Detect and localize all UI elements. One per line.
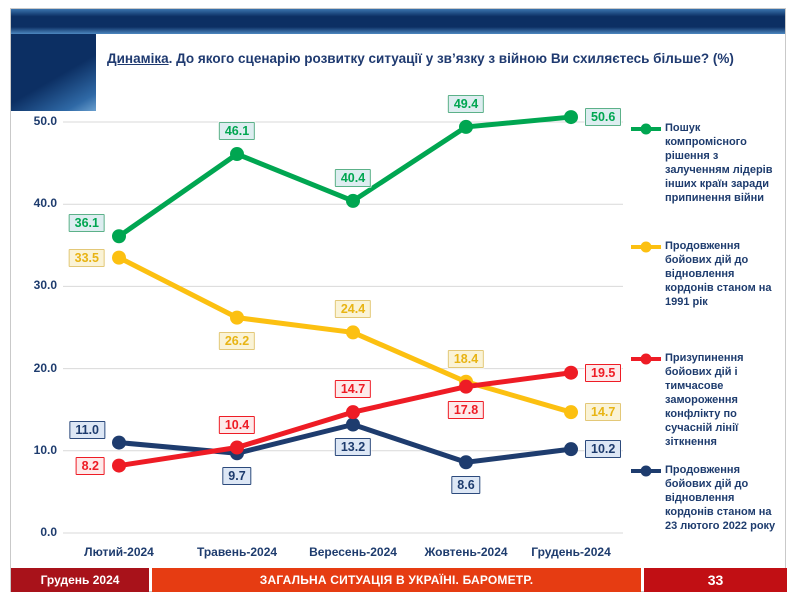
data-point bbox=[112, 435, 126, 450]
value-label: 17.8 bbox=[447, 400, 485, 419]
y-axis-tick-label: 40.0 bbox=[33, 196, 57, 211]
legend-line-marker-icon bbox=[631, 121, 665, 141]
y-axis-tick-label: 10.0 bbox=[33, 442, 57, 457]
value-label: 18.4 bbox=[447, 349, 485, 368]
data-point bbox=[564, 365, 578, 380]
data-point bbox=[564, 442, 578, 457]
data-point bbox=[564, 405, 578, 420]
value-label: 10.2 bbox=[585, 440, 622, 459]
data-point bbox=[346, 325, 360, 340]
value-label: 19.5 bbox=[585, 363, 622, 382]
page-title: Динаміка. До якого сценарію розвитку сит… bbox=[107, 51, 767, 68]
y-axis-tick-label: 0.0 bbox=[40, 525, 57, 539]
data-point bbox=[346, 405, 360, 420]
top-band-decoration bbox=[11, 9, 785, 34]
value-label: 40.4 bbox=[334, 168, 372, 187]
value-label: 11.0 bbox=[69, 420, 105, 439]
value-label: 26.2 bbox=[218, 331, 256, 350]
data-point bbox=[564, 110, 578, 125]
y-axis-tick-label: 20.0 bbox=[33, 360, 57, 375]
legend-label: Пошук компромісного рішення з залученням… bbox=[665, 122, 773, 205]
legend-label: Призупинення бойових дій і тимчасове зам… bbox=[665, 352, 744, 449]
value-label: 24.4 bbox=[334, 300, 372, 319]
value-label: 14.7 bbox=[585, 403, 622, 422]
page-title-rest: . До якого сценарію розвитку ситуації у … bbox=[168, 51, 734, 66]
data-point bbox=[230, 147, 244, 162]
x-axis-tick-label: Вересень-2024 bbox=[309, 545, 397, 559]
corner-block-decoration bbox=[11, 34, 96, 111]
x-axis-tick-label: Жовтень-2024 bbox=[424, 545, 508, 559]
legend-item: Пошук компромісного рішення з залученням… bbox=[631, 121, 783, 205]
value-label: 50.6 bbox=[585, 108, 622, 127]
value-label: 49.4 bbox=[447, 94, 485, 113]
value-label: 8.2 bbox=[75, 456, 105, 475]
footer-page-number: 33 bbox=[644, 568, 787, 592]
data-point bbox=[459, 455, 473, 470]
data-point bbox=[230, 440, 244, 455]
value-label: 46.1 bbox=[218, 122, 256, 141]
data-point bbox=[459, 119, 473, 134]
value-label: 8.6 bbox=[451, 476, 481, 495]
legend-line-marker-icon bbox=[631, 463, 665, 483]
legend-label: Продовження бойових дій до відновлення к… bbox=[665, 240, 772, 309]
chart-plot-area bbox=[63, 110, 623, 534]
y-axis-tick-label: 30.0 bbox=[33, 278, 57, 293]
data-point bbox=[230, 310, 244, 325]
page-title-keyword: Динаміка bbox=[107, 51, 169, 66]
x-axis-tick-label: Травень-2024 bbox=[196, 545, 278, 559]
series-line-3 bbox=[112, 417, 578, 470]
data-point bbox=[459, 379, 473, 394]
value-label: 9.7 bbox=[222, 467, 252, 486]
legend-line-marker-icon bbox=[631, 351, 665, 371]
legend-line-marker-icon bbox=[631, 239, 665, 259]
series-line-2 bbox=[112, 365, 578, 473]
value-label: 10.4 bbox=[218, 415, 256, 434]
series-line-0 bbox=[112, 110, 578, 244]
value-label: 36.1 bbox=[68, 214, 105, 233]
legend-item: Призупинення бойових дій і тимчасове зам… bbox=[631, 351, 783, 450]
slide: Динаміка. До якого сценарію розвитку сит… bbox=[10, 8, 787, 592]
footer-date-box: Грудень 2024 bbox=[11, 568, 149, 592]
footer: Грудень 2024 ЗАГАЛЬНА СИТУАЦІЯ В УКРАЇНІ… bbox=[11, 568, 787, 592]
footer-title-bar: ЗАГАЛЬНА СИТУАЦІЯ В УКРАЇНІ. БАРОМЕТР. bbox=[152, 568, 641, 592]
data-point bbox=[112, 458, 126, 473]
data-point bbox=[112, 229, 126, 244]
data-point bbox=[112, 250, 126, 265]
value-label: 13.2 bbox=[334, 438, 372, 457]
legend-item: Продовження бойових дій до відновлення к… bbox=[631, 239, 783, 309]
data-point bbox=[346, 417, 360, 432]
legend-label: Продовження бойових дій до відновлення к… bbox=[665, 464, 776, 533]
value-label: 33.5 bbox=[68, 248, 105, 267]
y-axis-tick-label: 50.0 bbox=[33, 114, 57, 128]
data-point bbox=[346, 193, 360, 208]
x-axis-tick-label: Лютий-2024 bbox=[84, 545, 154, 559]
x-axis-tick-label: Грудень-2024 bbox=[531, 545, 611, 559]
legend-item: Продовження бойових дій до відновлення к… bbox=[631, 463, 783, 533]
value-label: 14.7 bbox=[334, 380, 372, 399]
